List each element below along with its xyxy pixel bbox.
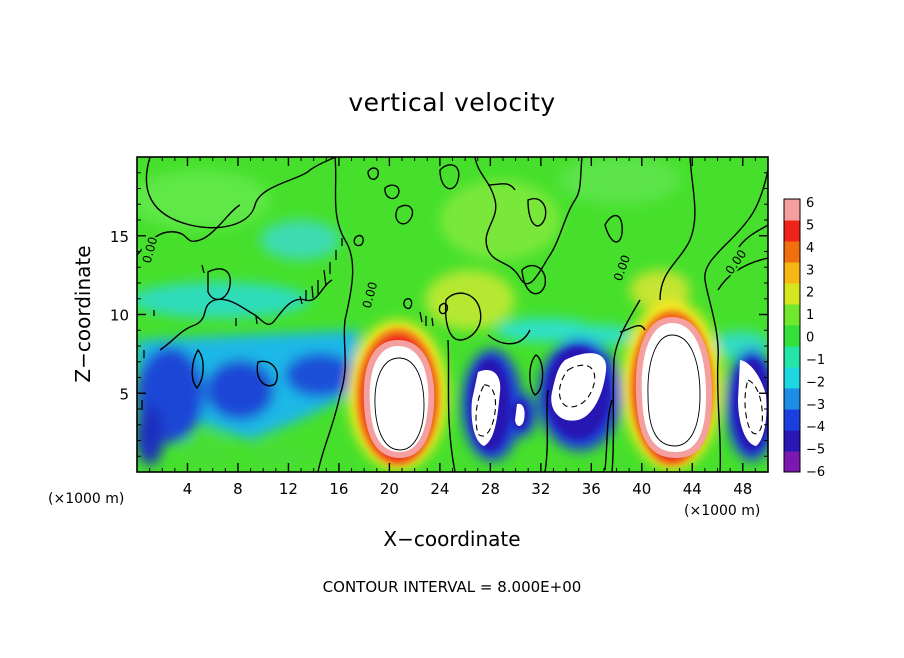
colorbar-label: −4 xyxy=(806,420,825,435)
contour-interval-note: CONTOUR INTERVAL = 8.000E+00 xyxy=(322,578,582,596)
x-tick-label: 4 xyxy=(183,480,193,498)
colorbar-label: −6 xyxy=(806,465,825,480)
colorbar-swatch xyxy=(784,241,800,263)
contour-label-bg xyxy=(721,245,749,277)
colorbar-label: 4 xyxy=(806,241,814,256)
x-axis-label: X−coordinate xyxy=(383,527,521,551)
colorbar-swatch xyxy=(784,451,800,473)
chart-title: vertical velocity xyxy=(348,88,556,117)
contour-label-bg xyxy=(609,252,633,284)
negative-contours xyxy=(475,364,763,437)
colorbar-swatch xyxy=(784,262,800,284)
x-tick-label: 8 xyxy=(233,480,243,498)
x-tick-label: 20 xyxy=(380,480,399,498)
y-tick-label: 5 xyxy=(119,385,129,403)
colorbar-label: 6 xyxy=(806,196,814,211)
colorbar-label: −1 xyxy=(806,353,825,368)
colorbar-swatch xyxy=(784,199,800,221)
colorbar-swatch xyxy=(784,304,800,326)
x-tick-label: 40 xyxy=(632,480,651,498)
colorbar-swatch xyxy=(784,388,800,410)
colorbar-label: −2 xyxy=(806,375,825,390)
velocity-field xyxy=(137,157,768,472)
colorbar-swatch xyxy=(784,409,800,431)
colorbar-swatch xyxy=(784,346,800,368)
y-tick-label: 10 xyxy=(110,307,129,325)
contour-label-layer: 0.000.000.00 0.00 xyxy=(138,234,749,311)
x-tick-label: 48 xyxy=(733,480,752,498)
colorbar-label: 3 xyxy=(806,263,814,278)
x-tick-label: 44 xyxy=(683,480,702,498)
contour-label: 0.00 xyxy=(140,235,160,264)
contour-label-bg xyxy=(138,234,160,266)
colorbar-swatch xyxy=(784,325,800,347)
colorbar-label: −5 xyxy=(806,443,825,458)
colorbar-swatch xyxy=(784,430,800,452)
x-axis-unit-right: (×1000 m) xyxy=(684,503,761,519)
x-tick-label: 24 xyxy=(430,480,449,498)
x-axis-unit-left: (×1000 m) xyxy=(48,491,125,507)
y-axis-label: Z−coordinate xyxy=(71,245,95,383)
contour-label: 0.00 xyxy=(360,280,380,309)
x-tick-label: 32 xyxy=(531,480,550,498)
colorbar-label: 1 xyxy=(806,308,814,323)
x-tick-label: 28 xyxy=(481,480,500,498)
colorbar-swatch xyxy=(784,220,800,242)
x-tick-label: 16 xyxy=(329,480,348,498)
colorbar-label: 5 xyxy=(806,218,814,233)
colorbar-swatch xyxy=(784,367,800,389)
small-contour-blobs xyxy=(141,238,434,410)
x-tick-label: 36 xyxy=(582,480,601,498)
y-tick-label: 15 xyxy=(110,228,129,246)
colorbar-swatch xyxy=(784,283,800,305)
colorbar-frame xyxy=(783,198,801,473)
colorbar-label: 2 xyxy=(806,286,814,301)
colorbar-label: 0 xyxy=(806,331,814,346)
colorbar-label: −3 xyxy=(806,398,825,413)
contour-lines xyxy=(137,157,768,472)
x-tick-label: 12 xyxy=(279,480,298,498)
colorbar: 6 5 4 3 2 1 0 −1 −2 −3 −4 −5 −6 xyxy=(783,196,825,480)
